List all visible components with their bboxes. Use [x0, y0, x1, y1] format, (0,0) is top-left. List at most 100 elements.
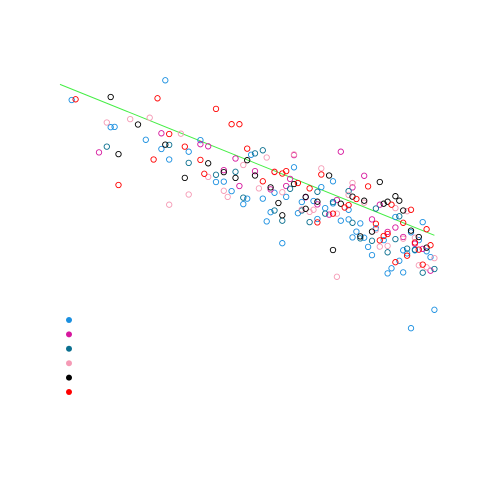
data-point-series-6 [376, 237, 383, 244]
data-point-series-3 [392, 235, 399, 243]
data-point-series-3 [286, 185, 294, 192]
data-point-series-1 [388, 265, 395, 272]
data-point-series-4 [361, 199, 368, 206]
data-point-series-1 [283, 193, 290, 201]
data-point-series-2 [95, 149, 103, 156]
data-point-series-1 [318, 183, 325, 191]
data-point-series-6 [318, 171, 325, 178]
data-point-series-5 [400, 207, 407, 214]
data-point-series-5 [368, 228, 376, 235]
data-point-series-6 [314, 219, 321, 226]
data-point-series-5 [267, 184, 274, 191]
legend-marker-6 [66, 389, 72, 395]
data-point-series-1 [68, 96, 75, 104]
data-point-series-2 [337, 148, 344, 155]
data-point-series-3 [271, 207, 278, 214]
data-point-series-2 [349, 184, 356, 191]
data-point-series-6 [419, 261, 426, 268]
data-point-series-5 [205, 160, 212, 167]
data-point-series-3 [240, 194, 247, 201]
data-point-series-6 [294, 179, 302, 187]
data-point-series-1 [353, 228, 360, 235]
data-point-series-2 [267, 186, 274, 193]
data-point-series-5 [384, 198, 391, 205]
data-point-series-3 [431, 265, 438, 273]
data-point-series-6 [236, 121, 243, 128]
data-point-series-3 [322, 210, 329, 217]
data-point-series-5 [251, 172, 259, 179]
data-point-series-5 [357, 233, 364, 240]
data-point-series-1 [400, 269, 407, 276]
data-point-series-6 [384, 230, 391, 238]
data-point-series-5 [314, 198, 321, 205]
data-point-series-6 [154, 95, 161, 102]
data-point-series-4 [263, 154, 270, 161]
data-point-series-3 [279, 217, 286, 224]
data-point-series-2 [427, 267, 434, 274]
data-point-series-4 [224, 193, 231, 201]
data-point-series-3 [185, 159, 192, 167]
data-point-series-1 [220, 178, 227, 185]
points-layer [68, 77, 438, 332]
data-point-series-6 [353, 195, 360, 203]
data-point-series-3 [403, 245, 411, 252]
data-point-series-6 [181, 143, 188, 150]
data-point-series-1 [271, 189, 278, 196]
data-point-series-1 [357, 220, 364, 227]
data-point-series-5 [107, 93, 114, 101]
data-point-series-5 [361, 197, 368, 204]
data-point-series-4 [318, 165, 325, 172]
data-point-series-5 [220, 168, 227, 176]
data-point-series-1 [158, 145, 165, 153]
data-point-series-6 [411, 239, 419, 246]
data-point-series-5 [290, 180, 298, 188]
data-point-series-1 [407, 229, 415, 236]
data-point-series-2 [251, 167, 259, 175]
data-point-series-4 [392, 204, 399, 212]
data-point-series-1 [244, 195, 251, 202]
data-point-series-1 [364, 243, 372, 251]
data-point-series-1 [431, 306, 438, 313]
data-point-series-6 [403, 252, 411, 259]
data-point-series-6 [372, 220, 380, 227]
data-point-series-2 [205, 143, 212, 150]
data-point-series-1 [368, 251, 376, 259]
data-point-series-6 [150, 156, 157, 163]
data-point-series-1 [240, 200, 247, 208]
data-point-series-4 [310, 206, 317, 213]
data-point-series-4 [185, 191, 192, 198]
data-point-series-1 [372, 225, 380, 232]
data-point-series-4 [376, 243, 383, 250]
data-point-series-4 [240, 161, 247, 169]
data-point-series-4 [431, 254, 438, 262]
data-point-series-3 [396, 213, 403, 220]
data-point-series-2 [400, 233, 407, 241]
data-point-series-2 [283, 182, 290, 190]
data-point-series-1 [322, 204, 329, 212]
data-point-series-4 [403, 208, 411, 215]
data-point-series-4 [220, 187, 227, 194]
data-point-series-1 [345, 216, 352, 223]
data-point-series-4 [127, 115, 134, 123]
data-point-series-5 [392, 193, 399, 200]
data-point-series-1 [212, 178, 220, 186]
data-point-series-2 [333, 196, 341, 204]
data-point-series-6 [345, 201, 352, 209]
data-point-series-5 [134, 121, 142, 128]
data-point-series-1 [310, 197, 317, 205]
data-point-series-1 [185, 148, 192, 155]
data-point-series-4 [146, 114, 153, 121]
data-point-series-2 [197, 141, 204, 148]
data-point-series-1 [162, 77, 169, 84]
data-point-series-1 [267, 209, 274, 216]
data-point-series-4 [372, 226, 380, 234]
data-point-series-6 [423, 226, 430, 233]
trend-layer [59, 83, 435, 236]
data-point-series-4 [290, 151, 298, 158]
data-point-series-1 [400, 247, 407, 254]
data-point-series-6 [115, 181, 122, 189]
data-point-series-6 [415, 246, 422, 253]
data-point-series-2 [384, 228, 391, 236]
data-point-series-6 [427, 242, 434, 249]
data-point-series-4 [423, 264, 430, 271]
